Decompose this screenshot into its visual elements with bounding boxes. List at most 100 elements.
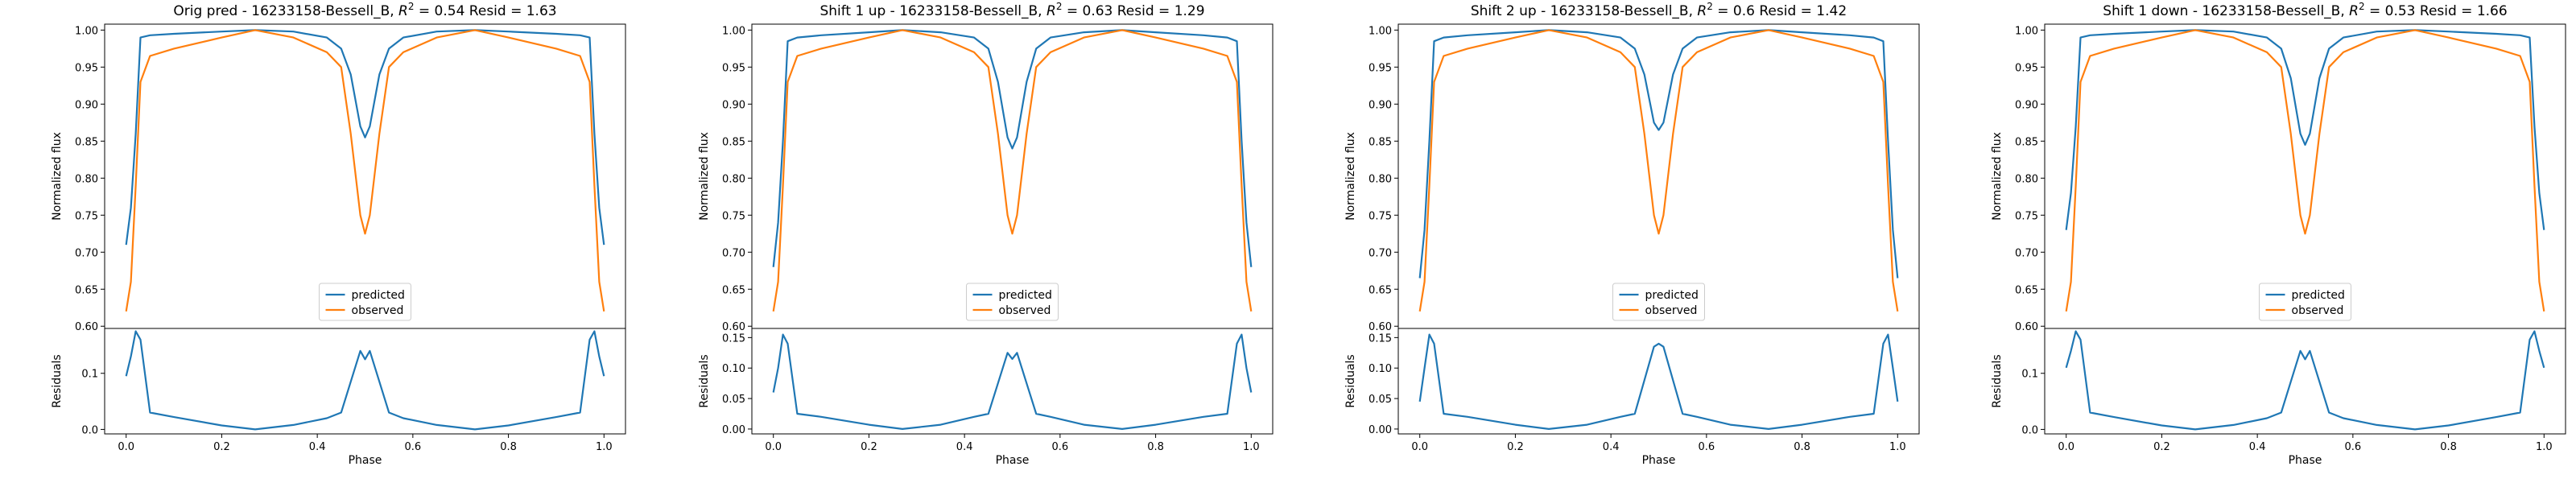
x-axis-label: Phase [349, 454, 382, 467]
flux-tick-label: 0.65 [75, 284, 98, 296]
flux-y-axis-label: Normalized flux [51, 132, 64, 221]
x-axis-label: Phase [2289, 454, 2322, 467]
residual-tick-label: 0.0 [2021, 424, 2038, 436]
r2-symbol: R [2349, 3, 2359, 19]
r2-symbol: R [1046, 3, 1056, 19]
flux-y-axis-label: Normalized flux [1991, 132, 2004, 221]
flux-tick-label: 1.00 [2015, 25, 2038, 37]
title-suffix: = 0.63 Resid = 1.29 [1062, 3, 1204, 19]
flux-tick-label: 0.75 [722, 210, 745, 222]
flux-tick-label: 0.75 [75, 210, 98, 222]
legend-label: predicted [999, 289, 1052, 302]
flux-tick-label: 0.65 [1368, 284, 1392, 296]
x-tick-label: 0.0 [1411, 441, 1428, 453]
x-tick-label: 0.6 [1052, 441, 1069, 453]
x-tick-label: 0.8 [2440, 441, 2457, 453]
x-tick-label: 0.4 [956, 441, 973, 453]
legend-box [319, 283, 411, 321]
series-line-predicted [125, 29, 605, 246]
flux-tick-label: 0.70 [1368, 247, 1392, 259]
flux-tick-label: 0.70 [75, 247, 98, 259]
residual-tick-label: 0.15 [722, 332, 745, 345]
legend-box [2259, 283, 2351, 321]
flux-axes-frame [751, 23, 1274, 329]
legend-box [1612, 283, 1705, 321]
x-tick-label: 0.2 [1507, 441, 1524, 453]
legend-label: observed [999, 304, 1051, 317]
residual-axes-frame [2044, 328, 2566, 435]
residual-tick-label: 0.10 [1368, 363, 1392, 375]
residual-tick-label: 0.1 [81, 369, 98, 381]
r2-symbol: R [398, 3, 408, 19]
flux-tick-label: 1.00 [722, 25, 745, 37]
r2-superscript: 2 [408, 1, 415, 12]
residual-line [1418, 333, 1899, 431]
title-prefix: Shift 1 down - 16233158-Bessell_B, [2103, 3, 2349, 19]
title-prefix: Shift 1 up - 16233158-Bessell_B, [819, 3, 1046, 19]
residual-tick-label: 0.00 [1368, 424, 1392, 436]
chart-title: Shift 2 up - 16233158-Bessell_B, R2 = 0.… [1471, 1, 1847, 19]
residual-axes-frame [104, 328, 626, 435]
legend-label: observed [2292, 304, 2344, 317]
flux-tick-label: 1.00 [75, 25, 98, 37]
residual-y-axis-label: Residuals [698, 354, 711, 407]
flux-tick-label: 0.75 [1368, 210, 1392, 222]
x-tick-label: 0.4 [2249, 441, 2266, 453]
title-prefix: Shift 2 up - 16233158-Bessell_B, [1471, 3, 1698, 19]
chart-title: Shift 1 down - 16233158-Bessell_B, R2 = … [2103, 1, 2507, 19]
x-tick-label: 0.0 [2058, 441, 2074, 453]
r2-superscript: 2 [2359, 1, 2365, 12]
flux-tick-label: 0.85 [1368, 136, 1392, 148]
series-line-observed [1418, 29, 1899, 312]
x-tick-label: 0.4 [1603, 441, 1620, 453]
residual-tick-label: 0.05 [722, 394, 745, 406]
x-tick-label: 0.8 [1794, 441, 1810, 453]
flux-tick-label: 0.95 [2015, 62, 2038, 74]
title-suffix: = 0.54 Resid = 1.63 [415, 3, 557, 19]
x-tick-label: 0.2 [213, 441, 230, 453]
flux-tick-label: 0.60 [722, 321, 745, 333]
flux-tick-label: 0.70 [722, 247, 745, 259]
legend-label: predicted [1645, 289, 1699, 302]
residual-tick-label: 0.0 [81, 424, 98, 436]
x-tick-label: 1.0 [596, 441, 613, 453]
series-line-observed [125, 29, 605, 312]
x-tick-label: 0.8 [500, 441, 517, 453]
x-tick-label: 0.6 [405, 441, 422, 453]
x-tick-label: 0.8 [1147, 441, 1164, 453]
flux-tick-label: 0.70 [2015, 247, 2038, 259]
flux-tick-label: 0.75 [2015, 210, 2038, 222]
x-tick-label: 1.0 [1889, 441, 1906, 453]
flux-tick-label: 0.90 [1368, 99, 1392, 111]
flux-tick-label: 0.80 [1368, 173, 1392, 185]
r2-symbol: R [1697, 3, 1707, 19]
chart-title: Shift 1 up - 16233158-Bessell_B, R2 = 0.… [819, 1, 1204, 19]
flux-axes-frame [1397, 23, 1920, 329]
flux-tick-label: 0.90 [722, 99, 745, 111]
x-tick-label: 0.2 [2153, 441, 2170, 453]
residual-tick-label: 0.05 [1368, 394, 1392, 406]
flux-tick-label: 0.60 [2015, 321, 2038, 333]
legend-label: observed [352, 304, 404, 317]
flux-tick-label: 0.60 [1368, 321, 1392, 333]
flux-tick-label: 0.95 [1368, 62, 1392, 74]
title-suffix: = 0.6 Resid = 1.42 [1713, 3, 1847, 19]
r2-superscript: 2 [1056, 1, 1063, 12]
residual-y-axis-label: Residuals [1991, 354, 2004, 407]
series-line-predicted [1418, 29, 1899, 279]
flux-tick-label: 0.80 [2015, 173, 2038, 185]
flux-tick-label: 0.60 [75, 321, 98, 333]
flux-tick-label: 0.90 [75, 99, 98, 111]
residual-line [2065, 330, 2545, 431]
x-tick-label: 0.0 [765, 441, 782, 453]
legend-label: observed [1645, 304, 1698, 317]
residual-line [772, 333, 1253, 431]
flux-tick-label: 0.80 [75, 173, 98, 185]
x-tick-label: 0.6 [1699, 441, 1715, 453]
series-line-observed [2065, 29, 2545, 312]
residual-axes-frame [751, 328, 1274, 435]
residual-tick-label: 0.00 [722, 424, 745, 436]
residual-y-axis-label: Residuals [51, 354, 64, 407]
x-tick-label: 0.0 [118, 441, 134, 453]
